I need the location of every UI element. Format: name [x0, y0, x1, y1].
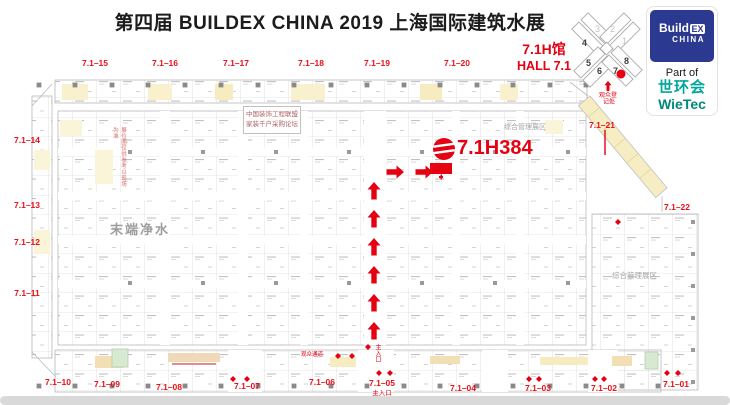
edge-label-7-1-22: 7.1–22 [664, 202, 690, 212]
logo-build: Build [658, 21, 689, 35]
minimap-hall-6: 6 [597, 66, 602, 76]
wietec-en: WieTec [658, 96, 706, 112]
minimap-hall-4: 4 [582, 38, 587, 48]
highlighted-booth-id: 7.1H384 [457, 137, 533, 159]
edge-label-7-1-01: 7.1–01 [663, 379, 689, 389]
you-are-here-dot [616, 69, 626, 79]
edge-label-7-1-09: 7.1–09 [94, 379, 120, 389]
buildex-logo: Build EX CHINA Part of 世环会 WieTec [646, 6, 718, 116]
main-entrance-side-label: 主入口 [374, 344, 380, 362]
zone-label-bottom: 综合管理展区 [612, 271, 657, 280]
edge-label-7-1-21: 7.1–21 [589, 120, 615, 130]
side-note: 展位图仅供参考以现场为准 [112, 127, 126, 187]
wietec-cn: 世环会 [657, 79, 706, 96]
logo-china: CHINA [672, 35, 705, 44]
edge-label-7-1-10: 7.1–10 [45, 377, 71, 387]
edge-label-7-1-17: 7.1–17 [223, 58, 249, 68]
registration-label-1: 观众登 [599, 91, 617, 99]
logo-part-of: Part of [665, 67, 699, 79]
buildex-logo-blue-box: Build EX CHINA [650, 10, 714, 62]
minimap-hall-3: 3 [595, 24, 600, 34]
edge-label-7-1-05: 7.1–05 [369, 378, 395, 388]
aisles [58, 111, 618, 392]
diagonal-corridor [31, 81, 668, 377]
visitor-aisle-label: 观众通道 [301, 352, 324, 358]
edge-label-7-1-16: 7.1–16 [152, 58, 178, 68]
edge-label-7-1-13: 7.1–13 [14, 200, 40, 210]
edge-label-7-1-04: 7.1–04 [450, 383, 476, 393]
forum-box: 中国装饰工程联盟 家装千户采购论坛 [243, 106, 301, 134]
hall-badge-cn: 7.1H馆 [522, 41, 566, 57]
page-title: 第四届 BUILDEX CHINA 2019 上海国际建筑水展 [114, 13, 546, 34]
edge-label-7-1-02: 7.1–02 [591, 383, 617, 393]
edge-label-7-1-20: 7.1–20 [444, 58, 470, 68]
venue-minimap: 3 2 1 4 5 6 7 8 观众登 记处 [571, 12, 643, 105]
edge-label-7-1-19: 7.1–19 [364, 58, 390, 68]
hall-badge: 7.1H馆 HALL 7.1 [512, 39, 576, 73]
edge-label-7-1-06: 7.1–06 [309, 377, 335, 387]
edge-label-7-1-15: 7.1–15 [82, 58, 108, 68]
brand-mark-icon [433, 138, 455, 160]
logo-ex: EX [689, 24, 705, 34]
minimap-hall-5: 5 [586, 58, 591, 68]
registration-label-2: 记处 [603, 98, 615, 105]
hall-badge-en: HALL 7.1 [517, 59, 571, 73]
edge-label-7-1-08: 7.1–08 [156, 382, 182, 392]
edge-label-7-1-14: 7.1–14 [14, 135, 40, 145]
edge-label-7-1-03: 7.1–03 [525, 383, 551, 393]
minimap-hall-8: 8 [624, 56, 629, 66]
booth-rect [430, 163, 452, 174]
zone-label-top: 综合管理展区 [504, 124, 546, 131]
forum-line-2: 家装千户采购论坛 [246, 121, 298, 128]
main-entrance-bottom-label: 主入口 [372, 390, 392, 397]
edge-label-7-1-12: 7.1–12 [14, 237, 40, 247]
minimap-hall-2: 2 [610, 24, 615, 34]
edge-label-7-1-07: 7.1–07 [234, 381, 260, 391]
registration-arrow-icon [605, 82, 611, 91]
water-zone-label: 末端净水 [110, 222, 171, 237]
minimap-hall-7: 7 [613, 66, 618, 76]
minimap-hall-1: 1 [622, 36, 627, 46]
edge-label-7-1-18: 7.1–18 [298, 58, 324, 68]
booth-marker [430, 138, 456, 180]
edge-label-7-1-11: 7.1–11 [14, 288, 40, 298]
forum-line-1: 中国装饰工程联盟 [246, 111, 298, 119]
slide-bottom-bar [0, 396, 730, 405]
highlight-booths [34, 84, 659, 370]
